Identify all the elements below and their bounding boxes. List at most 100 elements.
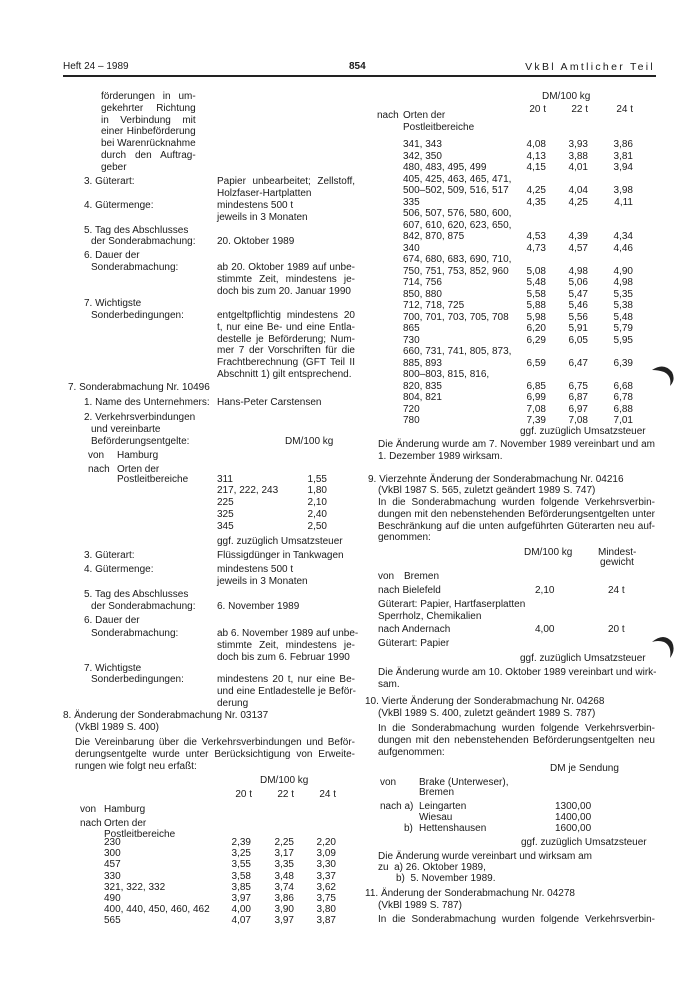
item-label: und vereinbarte xyxy=(91,424,161,435)
price: 7,08 xyxy=(568,415,588,426)
price: 4,07 xyxy=(231,915,251,926)
price: 3,80 xyxy=(316,904,336,915)
price: 2,20 xyxy=(316,837,336,848)
price: 5,58 xyxy=(526,289,546,300)
route-origin: Hamburg xyxy=(104,804,146,815)
tax-note: ggf. zuzüglich Umsatzsteuer xyxy=(217,536,343,547)
item-value: ab 6. November 1989 auf unbe-stimmte Zei… xyxy=(217,628,359,663)
price: 5,79 xyxy=(613,323,633,334)
postal-code: 341, 343 xyxy=(403,139,442,150)
price: 1300,00 xyxy=(555,801,592,812)
price: 4,73 xyxy=(526,243,546,254)
column-header: 20 t xyxy=(529,104,546,115)
price: 6,39 xyxy=(613,358,633,369)
price: 4,53 xyxy=(526,231,546,242)
postal-code: 565 xyxy=(104,915,121,926)
price: 3,97 xyxy=(274,915,294,926)
section-reference: (VkBl 1989 S. 400, zuletzt geändert 1989… xyxy=(378,708,596,719)
route-label: b) xyxy=(404,823,413,834)
price: 4,98 xyxy=(568,266,588,277)
item-label: 5. Tag des Abschlusses xyxy=(84,589,189,600)
postal-code: 230 xyxy=(104,837,121,848)
postal-code: 674, 680, 683, 690, 710, xyxy=(403,254,512,265)
postal-code: 480, 483, 495, 499 xyxy=(403,162,487,173)
postal-code: 335 xyxy=(403,197,420,208)
price: 6,88 xyxy=(613,404,633,415)
column-header: gewicht xyxy=(600,557,634,568)
price: 4,04 xyxy=(568,185,588,196)
paragraph: Die Änderung wurde vereinbart und wirksa… xyxy=(378,851,592,862)
route-label: von xyxy=(380,777,397,788)
page-number: 854 xyxy=(349,61,366,72)
min-weight: 24 t xyxy=(608,585,625,596)
price: 3,25 xyxy=(231,848,251,859)
price: 7,08 xyxy=(526,404,546,415)
item-value: Papier unbearbeitet; Zellstoff, Holzfaser… xyxy=(217,176,355,199)
item-value: mindestens 500 t jeweils in 3 Monaten xyxy=(217,200,308,223)
route-origin: Bremen xyxy=(419,787,455,798)
price: 1600,00 xyxy=(555,823,592,834)
route-label: nach xyxy=(377,110,399,121)
item-label: der Sonderabmachung: xyxy=(91,236,196,247)
item-label: Sonderabmachung: xyxy=(91,262,179,273)
item-value: Hans-Peter Carstensen xyxy=(217,397,322,408)
postal-code: 345 xyxy=(217,521,234,532)
postal-code: 457 xyxy=(104,859,121,870)
price: 4,15 xyxy=(526,162,546,173)
effective-date: zu a) 26. Oktober 1989, xyxy=(378,862,486,873)
postal-code: 217, 222, 243 xyxy=(217,485,279,496)
effective-date: b) 5. November 1989. xyxy=(396,873,496,884)
price: 4,00 xyxy=(231,904,251,915)
route-destination: nach Andernach xyxy=(378,624,451,635)
item-value: 20. Oktober 1989 xyxy=(217,236,295,247)
price: 4,11 xyxy=(614,197,633,208)
postal-code: 342, 350 xyxy=(403,151,442,162)
item-value: 6. November 1989 xyxy=(217,601,300,612)
price: 3,09 xyxy=(316,848,336,859)
item-value: ab 20. Oktober 1989 auf unbe-stimmte Zei… xyxy=(217,262,355,297)
min-weight: 20 t xyxy=(608,624,625,635)
price: 3,86 xyxy=(274,893,294,904)
price: 1,80 xyxy=(307,485,327,496)
price: 3,88 xyxy=(568,151,588,162)
price: 1400,00 xyxy=(555,812,592,823)
unit-header: DM je Sendung xyxy=(550,763,619,774)
postal-code: 300 xyxy=(104,848,121,859)
section-reference: (VkBl 1989 S. 787) xyxy=(378,900,462,911)
tax-note: ggf. zuzüglich Umsatzsteuer xyxy=(520,653,646,664)
item-label: 4. Gütermenge: xyxy=(84,200,154,211)
route-origin: Hamburg xyxy=(117,450,159,461)
journal-title: VkBl Amtlicher Teil xyxy=(525,61,655,73)
goods-type: Sperrholz, Chemikalien xyxy=(378,611,482,622)
price: 5,48 xyxy=(526,277,546,288)
paragraph: Die Vereinbarung über die Verkehrsverbin… xyxy=(75,737,355,772)
postal-code: 506, 507, 576, 580, 600, xyxy=(403,208,512,219)
postal-code: 885, 893 xyxy=(403,358,442,369)
section-title: 10. Vierte Änderung der Sonderabmachung … xyxy=(365,696,605,707)
route-label: von xyxy=(88,450,105,461)
postal-code: 730 xyxy=(403,335,420,346)
item-label: 7. Wichtigste xyxy=(84,298,142,309)
price: 2,25 xyxy=(274,837,294,848)
price: 5,47 xyxy=(568,289,588,300)
price: 4,35 xyxy=(526,197,546,208)
price: 6,47 xyxy=(568,358,588,369)
section-title: 11. Änderung der Sonderabmachung Nr. 042… xyxy=(365,888,575,899)
postal-code: 321, 322, 332 xyxy=(104,882,166,893)
scan-mark-icon xyxy=(652,366,674,386)
column-header: 24 t xyxy=(319,789,336,800)
price: 5,48 xyxy=(613,312,633,323)
unit-header: DM/100 kg xyxy=(260,775,309,786)
item-label: 6. Dauer der xyxy=(84,250,140,261)
price: 3,86 xyxy=(613,139,633,150)
price: 4,00 xyxy=(535,624,555,635)
paragraph: In die Sonderabmachung wurden folgende V… xyxy=(378,497,655,544)
item-label: 6. Dauer der xyxy=(84,615,140,626)
section-title: 8. Änderung der Sonderabmachung Nr. 0313… xyxy=(63,710,269,721)
item-label: 3. Güterart: xyxy=(84,550,135,561)
column-header: 24 t xyxy=(616,104,633,115)
postal-code: 842, 870, 875 xyxy=(403,231,465,242)
price: 3,17 xyxy=(274,848,294,859)
price: 5,88 xyxy=(526,300,546,311)
price: 4,39 xyxy=(568,231,588,242)
